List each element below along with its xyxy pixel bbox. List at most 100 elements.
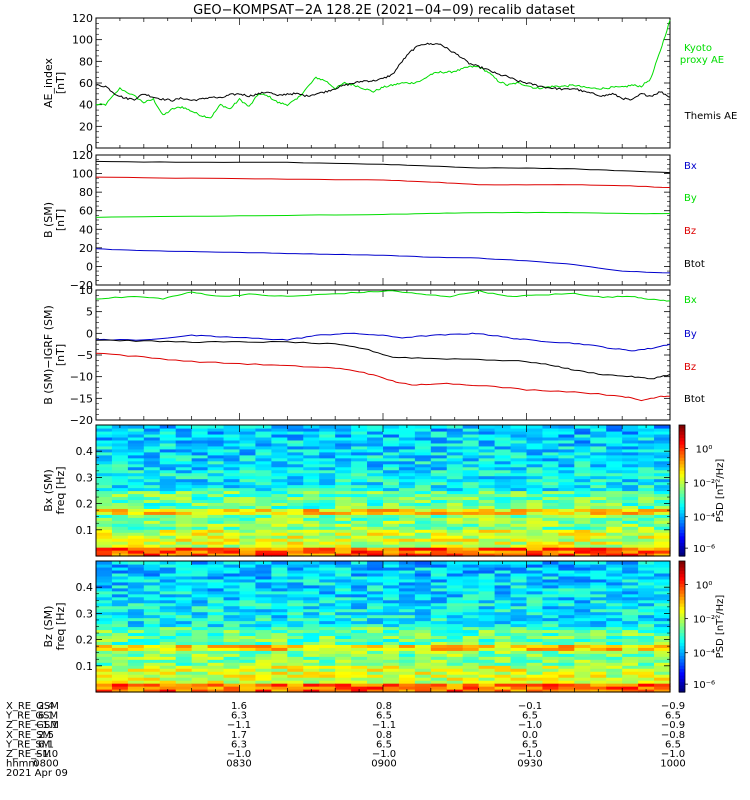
spectrogram-cell <box>271 490 288 495</box>
spectrogram-cell <box>558 566 575 571</box>
spectrogram-cell <box>526 511 544 515</box>
spectrogram-cell <box>558 587 575 592</box>
spectrogram-cell <box>127 596 145 601</box>
series-label: Kyoto <box>684 43 712 54</box>
spectrogram-cell <box>319 427 336 432</box>
spectrogram-cell <box>111 569 129 574</box>
spectrogram-cell <box>191 659 209 663</box>
spectrogram-cell <box>96 671 113 675</box>
spectrogram-cell <box>606 520 623 524</box>
spectrogram-cell <box>255 668 272 672</box>
spectrogram-cell <box>207 587 225 592</box>
spectrogram-cell <box>335 535 352 539</box>
spectrogram-cell <box>239 535 257 539</box>
spectrogram-cell <box>143 484 161 489</box>
spectrogram-cell <box>622 617 639 622</box>
spectrogram-cell <box>111 517 129 521</box>
spectrogram-cell <box>494 487 512 492</box>
spectrogram-cell <box>414 626 432 631</box>
colorbar-segment <box>679 457 685 462</box>
spectrogram-cell <box>574 505 591 509</box>
series-label: Bx <box>684 295 697 306</box>
spectrogram-cell <box>590 529 607 533</box>
spectrogram-cell <box>606 544 623 548</box>
spectrogram-cell <box>159 484 177 489</box>
spectrogram-cell <box>558 617 575 622</box>
colorbar-segment <box>679 652 685 657</box>
spectrogram-cell <box>462 602 480 607</box>
spectrogram-cell <box>654 430 671 435</box>
colorbar-segment <box>679 633 685 637</box>
spectrogram-cell <box>271 448 288 453</box>
spectrogram-cell <box>127 442 145 447</box>
spectrogram-cell <box>96 457 113 462</box>
spectrogram-cell <box>414 575 432 580</box>
spectrogram-cell <box>478 514 496 518</box>
spectrogram-cell <box>159 614 177 619</box>
spectrogram-cell <box>478 680 496 684</box>
spectrogram-cell <box>335 520 352 524</box>
spectrogram-cell <box>510 481 528 486</box>
spectrogram-cell <box>558 460 575 465</box>
spectrogram-cell <box>590 623 607 628</box>
series-label: Bx <box>684 161 697 172</box>
spectrogram-cell <box>398 578 416 583</box>
spectrogram-cell <box>175 493 193 498</box>
spectrogram-cell <box>430 620 448 625</box>
spectrogram-cell <box>175 502 193 506</box>
spectrogram-cell <box>462 653 480 657</box>
spectrogram-cell <box>430 653 448 657</box>
spectrogram-cell <box>255 493 272 498</box>
spectrogram-cell <box>478 469 496 474</box>
spectrogram-cell <box>191 647 209 651</box>
spectrogram-cell <box>191 668 209 672</box>
spectrogram-cell <box>303 541 320 545</box>
spectrogram-cell <box>654 659 671 663</box>
spectrogram-cell <box>446 511 464 515</box>
spectrogram-cell <box>414 611 432 616</box>
spectrogram-cell <box>654 680 671 684</box>
spectrogram-cell <box>143 569 161 574</box>
spectrogram-cell <box>96 439 113 444</box>
spectrogram-cell <box>574 689 591 693</box>
spectrogram-cell <box>622 578 639 583</box>
colorbar-segment <box>679 626 685 631</box>
spectrogram-cell <box>223 686 241 690</box>
spectrogram-cell <box>574 430 591 435</box>
spectrogram-cell <box>319 599 336 604</box>
spectrogram-cell <box>478 463 496 468</box>
spectrogram-cell <box>287 436 304 441</box>
spectrogram-cell <box>590 653 607 657</box>
spectrogram-cell <box>654 469 671 474</box>
spectrogram-cell <box>430 611 448 616</box>
spectrogram-cell <box>638 550 655 554</box>
spectrogram-cell <box>526 671 544 675</box>
spectrogram-cell <box>383 433 400 438</box>
spectrogram-cell <box>319 635 336 640</box>
spectrogram-cell <box>638 505 655 509</box>
spectrogram-cell <box>383 608 400 613</box>
colorbar-tick-label: 10⁻⁶ <box>693 680 715 691</box>
spectrogram-cell <box>494 632 512 637</box>
spectrogram-cell <box>175 572 193 577</box>
spectrogram-cell <box>398 572 416 577</box>
spectrogram-cell <box>462 514 480 518</box>
spectrogram-cell <box>462 547 480 551</box>
spectrogram-cell <box>430 502 448 506</box>
spectrogram-cell <box>510 508 528 512</box>
spectrogram-cell <box>239 569 257 574</box>
series-line-themis-ae <box>95 42 671 102</box>
spectrogram-cell <box>255 617 272 622</box>
spectrogram-cell <box>367 439 384 444</box>
spectrogram-cell <box>271 647 288 651</box>
spectrogram-cell <box>111 451 129 456</box>
spectrogram-cell <box>223 683 241 687</box>
spectrogram-cell <box>574 523 591 527</box>
spectrogram-cell <box>367 620 384 625</box>
spectrogram-cell <box>446 457 464 462</box>
spectrogram-cell <box>271 520 288 524</box>
spectrogram-cell <box>287 469 304 474</box>
spectrogram-cell <box>351 490 368 495</box>
spectrogram-cell <box>446 481 464 486</box>
spectrogram-cell <box>462 502 480 506</box>
